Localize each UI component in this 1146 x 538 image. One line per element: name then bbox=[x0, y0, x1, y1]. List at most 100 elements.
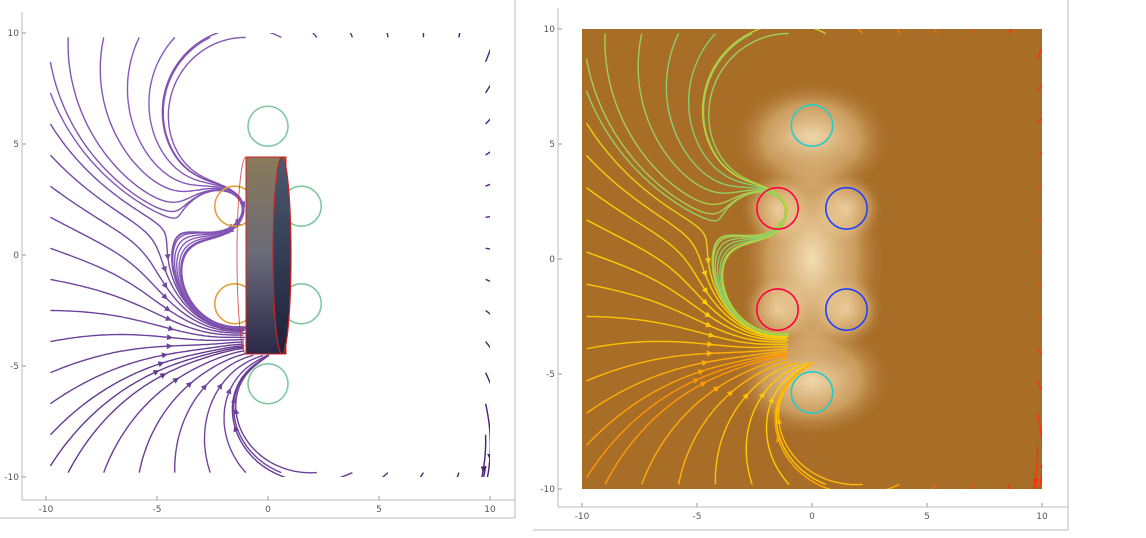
x-tick-label: -10 bbox=[575, 512, 590, 522]
streamline bbox=[312, 33, 318, 38]
vortex-loop bbox=[790, 104, 834, 148]
streamline bbox=[586, 187, 789, 338]
streamline bbox=[174, 354, 254, 473]
streamline bbox=[714, 362, 798, 485]
y-tick-label: 0 bbox=[13, 251, 19, 261]
streamline bbox=[231, 354, 353, 477]
streamline bbox=[677, 360, 789, 485]
streamline bbox=[774, 362, 900, 489]
vortex-loop bbox=[755, 288, 799, 332]
streamline-arrow bbox=[371, 480, 378, 486]
streamline-arrow bbox=[225, 387, 232, 395]
streamline bbox=[126, 37, 244, 329]
streamline bbox=[485, 278, 490, 282]
streamline bbox=[641, 357, 788, 485]
streamline-arrow bbox=[491, 34, 497, 41]
streamline-arrow bbox=[239, 200, 245, 208]
streamline-arrow bbox=[1045, 250, 1051, 256]
x-tick-label: 5 bbox=[376, 505, 382, 515]
y-tick-label: 10 bbox=[544, 25, 556, 35]
streamline bbox=[586, 283, 787, 343]
streamline-arrow bbox=[706, 350, 714, 357]
streamline-arrow bbox=[705, 321, 713, 328]
y-tick-label: -10 bbox=[540, 485, 555, 495]
streamline bbox=[50, 216, 244, 333]
y-tick-label: 5 bbox=[549, 140, 555, 150]
x-tick-label: 0 bbox=[809, 512, 815, 522]
streamline bbox=[485, 151, 490, 156]
streamlines bbox=[49, 24, 500, 488]
streamline-arrow bbox=[1045, 69, 1051, 76]
streamline-arrow bbox=[1045, 146, 1052, 152]
streamline-arrow bbox=[493, 213, 499, 219]
streamline-arrow bbox=[701, 287, 708, 294]
streamline bbox=[586, 348, 787, 382]
streamline bbox=[485, 215, 490, 218]
streamline-arrow bbox=[152, 370, 160, 376]
streamline-arrow bbox=[1045, 216, 1051, 222]
streamline bbox=[419, 472, 424, 477]
streamline bbox=[50, 333, 245, 343]
streamline bbox=[485, 247, 490, 250]
streamline-arrow bbox=[963, 492, 969, 499]
y-tick-label: -5 bbox=[10, 362, 19, 372]
streamline bbox=[969, 484, 974, 489]
streamline bbox=[1037, 218, 1042, 221]
streamline bbox=[161, 33, 282, 328]
streamline bbox=[1009, 29, 1012, 34]
streamplot-panel: -10 -5 0 5 10 -10 -5 0 5 10 bbox=[0, 0, 516, 519]
streamline-arrow bbox=[233, 425, 240, 433]
streamline bbox=[50, 247, 246, 335]
streamline-arrow bbox=[692, 378, 700, 384]
x-tick-label: 10 bbox=[1036, 512, 1048, 522]
streamline bbox=[50, 309, 246, 339]
streamline-arrow bbox=[166, 343, 173, 350]
streamline bbox=[49, 346, 244, 467]
streamline-arrow bbox=[452, 481, 458, 488]
streamline bbox=[586, 122, 789, 336]
streamline-arrow bbox=[167, 325, 175, 332]
x-tick-label: 5 bbox=[924, 512, 930, 522]
streamline bbox=[485, 309, 490, 315]
streamline-arrow bbox=[782, 202, 788, 210]
streamline bbox=[1036, 348, 1042, 356]
streamline bbox=[586, 340, 788, 350]
streamline-arrow bbox=[480, 466, 487, 473]
streamline bbox=[49, 185, 246, 331]
streamline-arrow bbox=[492, 110, 498, 116]
streamline-arrow bbox=[1047, 181, 1054, 187]
streamline-arrow bbox=[701, 298, 708, 306]
streamline bbox=[235, 354, 317, 474]
streamline bbox=[1037, 151, 1042, 157]
streamline-arrow bbox=[384, 24, 390, 30]
streamline bbox=[1037, 283, 1042, 287]
streamline bbox=[481, 434, 487, 477]
streamline bbox=[203, 354, 264, 473]
streamline bbox=[485, 84, 490, 94]
density-highlights bbox=[731, 79, 893, 439]
streamline-arrow bbox=[492, 315, 499, 321]
streamline-arrow bbox=[480, 478, 486, 484]
streamline bbox=[586, 155, 787, 337]
streamline bbox=[49, 92, 246, 329]
streamline-arrow bbox=[493, 146, 500, 152]
streamline-arrow bbox=[159, 373, 167, 379]
streamline bbox=[67, 347, 245, 473]
x-tick-label: 0 bbox=[265, 505, 271, 515]
streamline-arrow bbox=[1045, 360, 1051, 367]
streamline bbox=[637, 33, 789, 336]
streamline bbox=[49, 61, 244, 329]
streamline-arrow bbox=[776, 417, 783, 425]
streamline-arrow bbox=[932, 20, 938, 26]
streamline-arrow bbox=[493, 246, 499, 252]
tick-labels: -10 -5 0 5 10 -10 -5 0 5 10 bbox=[540, 25, 1048, 522]
vortex-loop bbox=[755, 186, 799, 230]
streamline-arrow bbox=[164, 254, 171, 261]
streamline-arrow bbox=[161, 282, 168, 289]
tick-labels: -10 -5 0 5 10 -10 -5 0 5 10 bbox=[4, 29, 496, 515]
streamline bbox=[586, 315, 789, 346]
streamline bbox=[934, 29, 937, 34]
streamline bbox=[458, 33, 461, 38]
streamline-arrow bbox=[1043, 30, 1049, 37]
streamline-arrow bbox=[1045, 109, 1051, 115]
